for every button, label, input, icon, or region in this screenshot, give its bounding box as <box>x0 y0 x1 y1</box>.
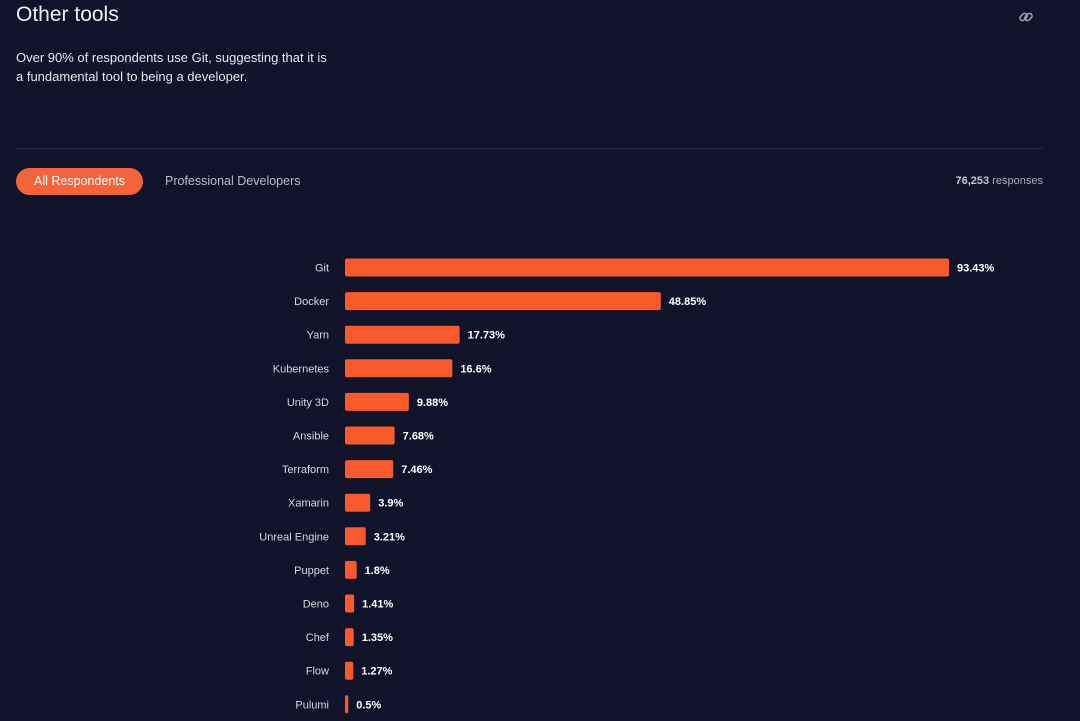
divider <box>16 148 1043 149</box>
value-label: 17.73% <box>468 330 506 342</box>
value-label: 1.41% <box>362 599 393 611</box>
value-label: 16.6% <box>460 363 491 375</box>
tab-professional-developers[interactable]: Professional Developers <box>165 174 301 188</box>
value-label: 7.46% <box>401 464 432 476</box>
value-label: 0.5% <box>356 699 381 711</box>
value-label: 1.8% <box>365 565 390 577</box>
category-label: Docker <box>294 296 329 308</box>
category-label: Chef <box>306 632 330 644</box>
bar[interactable] <box>345 325 460 344</box>
category-label: Unity 3D <box>287 397 329 409</box>
responses-count: 76,253 responses <box>956 168 1043 195</box>
link-icon[interactable] <box>1018 9 1034 25</box>
category-label: Deno <box>303 599 329 611</box>
category-label: Unreal Engine <box>259 531 329 543</box>
description: Over 90% of respondents use Git, suggest… <box>16 50 327 84</box>
responses-label: responses <box>992 175 1043 187</box>
responses-number: 76,253 <box>955 175 990 187</box>
value-label: 9.88% <box>417 397 448 409</box>
value-label: 3.9% <box>378 498 403 510</box>
bar[interactable] <box>345 661 354 680</box>
category-label: Ansible <box>293 431 329 443</box>
category-label: Git <box>315 263 329 275</box>
category-label: Kubernetes <box>273 363 330 375</box>
bar[interactable] <box>345 493 371 512</box>
category-label: Pulumi <box>295 699 329 711</box>
bar[interactable] <box>345 560 357 579</box>
value-label: 48.85% <box>669 296 707 308</box>
bar[interactable] <box>345 426 395 445</box>
tab-all-respondents[interactable]: All Respondents <box>16 168 143 195</box>
bar[interactable] <box>345 527 366 546</box>
category-label: Yarn <box>307 330 329 342</box>
bar[interactable] <box>345 695 349 714</box>
value-label: 7.68% <box>403 431 434 443</box>
bar[interactable] <box>345 628 354 647</box>
value-label: 1.27% <box>361 666 392 678</box>
bar[interactable] <box>345 392 409 411</box>
bar[interactable] <box>345 359 453 378</box>
bar[interactable] <box>345 594 355 613</box>
category-label: Flow <box>306 666 329 678</box>
category-label: Xamarin <box>288 498 329 510</box>
bar[interactable] <box>345 460 394 479</box>
category-label: Puppet <box>294 565 329 577</box>
bar[interactable] <box>345 258 949 277</box>
category-label: Terraform <box>282 464 329 476</box>
value-label: 93.43% <box>957 263 995 275</box>
page-title: Other tools <box>16 3 119 26</box>
bar[interactable] <box>345 292 661 311</box>
value-label: 3.21% <box>374 531 405 543</box>
value-label: 1.35% <box>362 632 393 644</box>
